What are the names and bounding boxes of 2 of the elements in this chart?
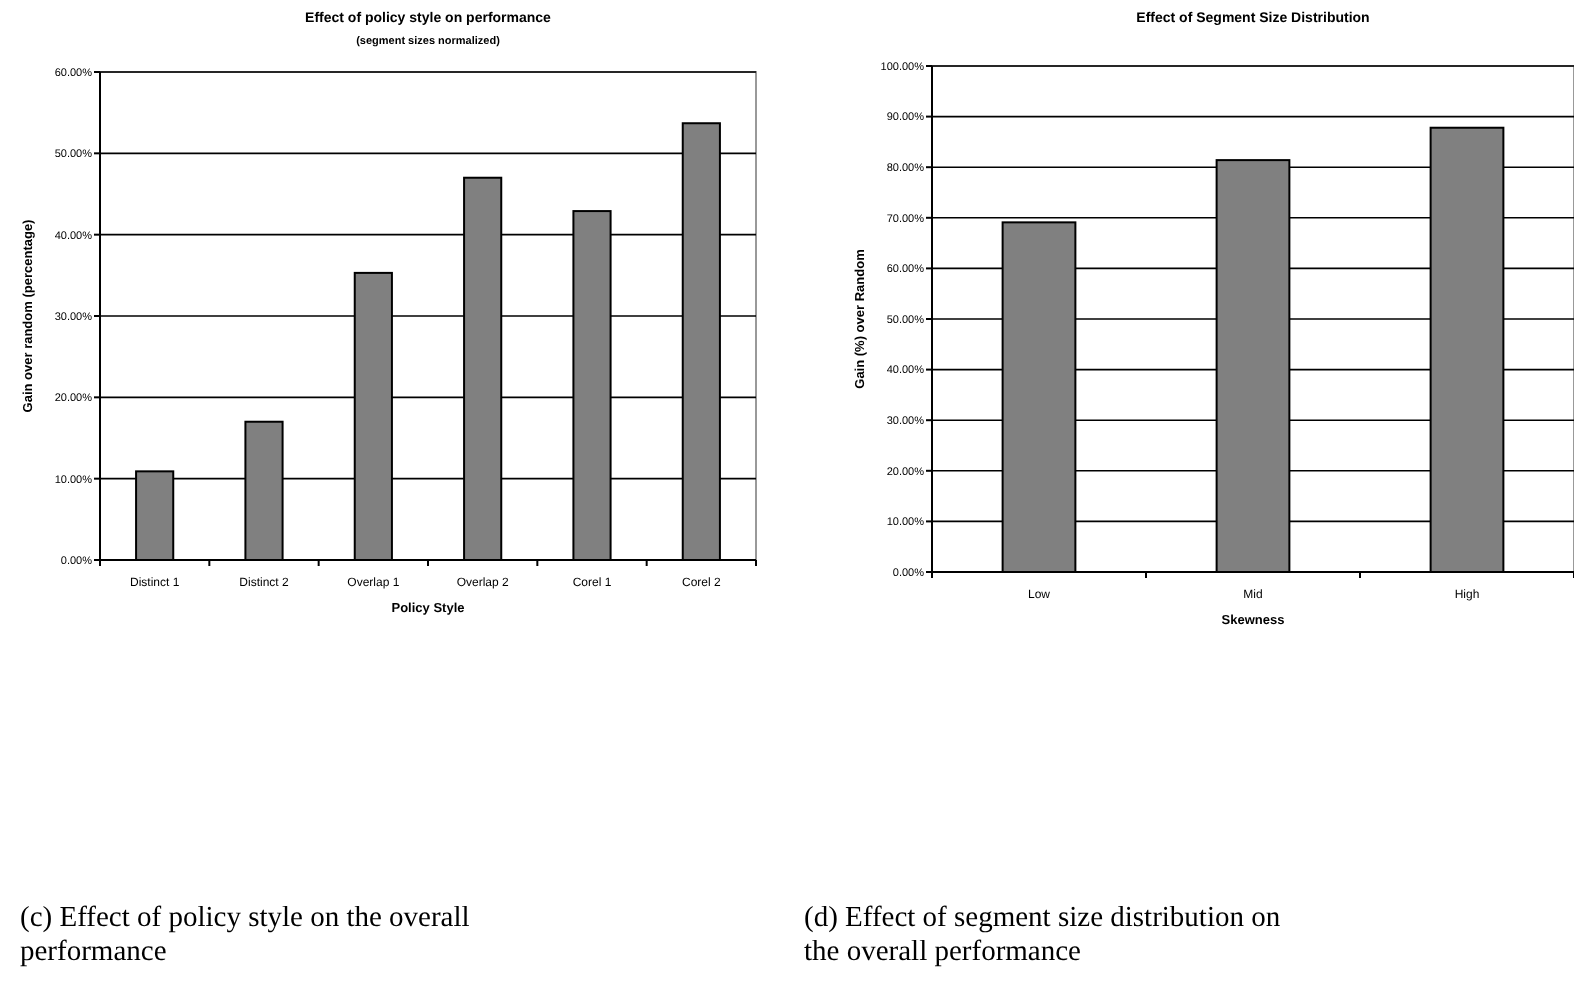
text: (c) Effect of policy style on the overall performance bbox=[20, 902, 470, 968]
text: (d) Effect of segment size distribution on the overall performance bbox=[804, 902, 1282, 968]
